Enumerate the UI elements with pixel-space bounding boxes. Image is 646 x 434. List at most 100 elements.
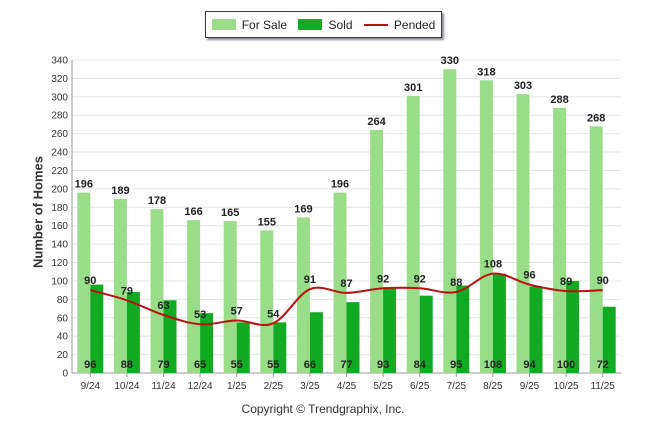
bar-for-sale xyxy=(260,230,274,373)
data-label-sold: 72 xyxy=(597,359,609,371)
copyright-footer: Copyright © Trendgraphix, Inc. xyxy=(241,402,405,416)
data-label-for-sale: 169 xyxy=(294,203,312,215)
data-label-for-sale: 178 xyxy=(148,195,166,207)
bar-for-sale xyxy=(406,95,420,373)
data-label-for-sale: 155 xyxy=(258,216,276,228)
data-label-pended: 53 xyxy=(194,309,206,321)
y-tick-label: 200 xyxy=(51,184,68,195)
bar-for-sale xyxy=(370,129,384,373)
bar-sold xyxy=(529,286,543,373)
y-tick-label: 120 xyxy=(51,258,68,269)
data-label-pended: 92 xyxy=(414,273,426,285)
data-label-sold: 88 xyxy=(121,359,133,371)
data-label-for-sale: 288 xyxy=(550,94,568,106)
data-label-sold: 55 xyxy=(267,359,279,371)
data-label-sold: 108 xyxy=(484,359,502,371)
data-label-for-sale: 189 xyxy=(111,185,129,197)
legend-label-pended: Pended xyxy=(393,17,436,32)
bar-for-sale xyxy=(223,221,237,373)
y-tick-label: 180 xyxy=(51,203,68,214)
data-label-for-sale: 166 xyxy=(184,206,202,218)
x-tick-label: 2/25 xyxy=(264,381,284,392)
data-label-sold: 94 xyxy=(523,359,536,371)
data-label-for-sale: 303 xyxy=(514,80,532,92)
line-pended xyxy=(90,272,603,327)
x-tick-label: 12/24 xyxy=(188,381,213,392)
bar-for-sale xyxy=(333,192,347,373)
bar-sold xyxy=(200,313,214,373)
bar-for-sale xyxy=(553,107,567,373)
x-tick-label: 4/25 xyxy=(337,381,357,392)
data-label-pended: 57 xyxy=(231,306,243,318)
data-label-sold: 84 xyxy=(414,359,427,371)
legend-item-sold: Sold xyxy=(298,18,353,32)
x-tick-label: 10/24 xyxy=(114,381,139,392)
y-tick-label: 100 xyxy=(51,276,68,287)
data-label-pended: 87 xyxy=(340,278,352,290)
legend-item-for-sale: For Sale xyxy=(211,18,287,32)
data-label-for-sale: 196 xyxy=(331,179,349,191)
bar-for-sale xyxy=(77,192,91,373)
y-tick-label: 280 xyxy=(51,111,68,122)
data-label-pended: 79 xyxy=(121,285,133,297)
y-tick-label: 40 xyxy=(57,332,69,343)
x-tick-label: 11/24 xyxy=(151,381,176,392)
y-tick-label: 20 xyxy=(57,350,69,361)
data-label-sold: 96 xyxy=(84,359,96,371)
x-tick-label: 9/25 xyxy=(520,381,540,392)
bar-sold xyxy=(273,322,287,373)
data-label-for-sale: 264 xyxy=(367,116,386,128)
data-label-pended: 108 xyxy=(484,259,502,271)
y-tick-label: 320 xyxy=(51,74,68,85)
legend-swatch-pended xyxy=(363,23,388,26)
x-tick-label: 7/25 xyxy=(447,381,467,392)
data-label-pended: 91 xyxy=(304,274,316,286)
y-tick-label: 60 xyxy=(57,313,69,324)
data-label-for-sale: 318 xyxy=(477,66,495,78)
data-label-sold: 100 xyxy=(557,359,575,371)
x-tick-label: 10/25 xyxy=(554,381,579,392)
data-label-pended: 96 xyxy=(523,270,535,282)
bar-sold xyxy=(566,280,580,373)
x-tick-label: 3/25 xyxy=(300,381,320,392)
data-label-pended: 54 xyxy=(267,308,280,320)
bar-sold xyxy=(602,306,616,373)
x-tick-label: 6/25 xyxy=(410,381,430,392)
y-axis-title: Number of Homes xyxy=(30,156,46,268)
data-label-sold: 95 xyxy=(450,359,462,371)
x-tick-label: 11/25 xyxy=(591,381,616,392)
data-label-sold: 77 xyxy=(340,359,352,371)
bar-for-sale xyxy=(113,199,127,373)
y-tick-label: 220 xyxy=(51,166,68,177)
data-label-sold: 79 xyxy=(157,359,169,371)
data-label-pended: 90 xyxy=(84,275,96,287)
x-tick-label: 8/25 xyxy=(483,381,503,392)
y-tick-label: 300 xyxy=(51,92,68,103)
chart-legend: For Sale Sold Pended xyxy=(205,11,442,38)
bar-sold xyxy=(90,284,104,373)
data-label-pended: 88 xyxy=(450,277,462,289)
data-label-sold: 55 xyxy=(231,359,243,371)
data-label-for-sale: 330 xyxy=(441,55,459,67)
bar-sold xyxy=(236,322,250,373)
data-label-sold: 93 xyxy=(377,359,389,371)
bar-for-sale xyxy=(187,220,201,373)
bar-for-sale xyxy=(479,80,493,374)
data-label-pended: 89 xyxy=(560,276,572,288)
data-label-pended: 63 xyxy=(157,300,169,312)
bar-sold xyxy=(456,285,470,373)
data-label-pended: 92 xyxy=(377,273,389,285)
y-tick-label: 0 xyxy=(62,369,68,380)
y-tick-label: 80 xyxy=(57,295,69,306)
bar-for-sale xyxy=(296,217,310,373)
bar-for-sale xyxy=(150,209,164,373)
y-tick-label: 340 xyxy=(51,56,68,67)
bar-for-sale xyxy=(516,94,530,373)
data-label-for-sale: 165 xyxy=(221,207,239,219)
data-label-sold: 66 xyxy=(304,359,316,371)
bar-sold xyxy=(346,302,360,373)
bar-sold xyxy=(419,295,433,373)
bar-for-sale xyxy=(589,126,603,374)
